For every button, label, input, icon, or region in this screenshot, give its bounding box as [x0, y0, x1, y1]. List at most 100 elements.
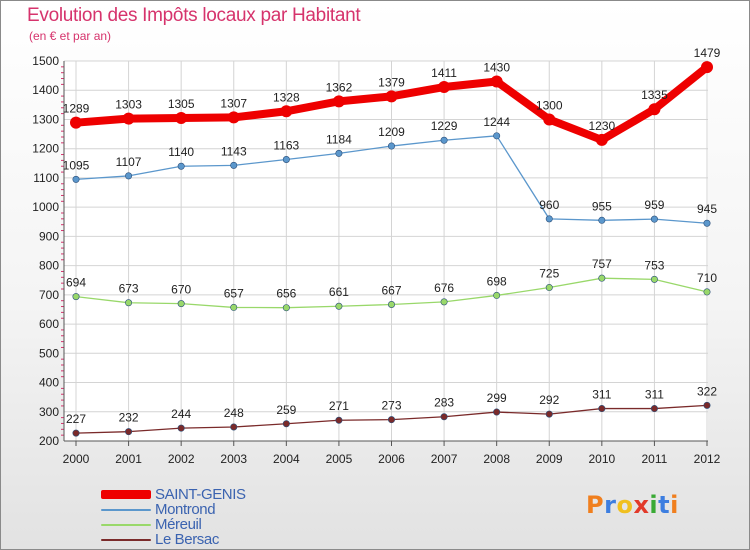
- data-point: [440, 413, 448, 421]
- data-point: [650, 275, 658, 283]
- data-label: 1107: [116, 155, 142, 169]
- data-point: [70, 116, 82, 129]
- data-point: [385, 90, 398, 103]
- data-point: [227, 111, 240, 124]
- data-label: 959: [644, 198, 664, 212]
- plot-area: [64, 61, 708, 441]
- data-point: [72, 175, 80, 183]
- data-label: 1184: [326, 132, 352, 146]
- data-point: [490, 75, 503, 88]
- logo-letter: r: [604, 491, 617, 519]
- data-point: [175, 112, 188, 124]
- data-label: 1163: [273, 139, 299, 153]
- legend-item: Méreuil: [101, 516, 246, 533]
- y-tick-label: 500: [39, 346, 59, 360]
- data-point: [598, 274, 606, 282]
- y-tick-label: 1500: [32, 54, 59, 68]
- data-label: 667: [381, 283, 401, 297]
- data-label: 232: [119, 411, 139, 425]
- legend-swatch: [101, 508, 151, 511]
- data-label: 244: [171, 407, 191, 421]
- y-tick-label: 1300: [32, 112, 59, 126]
- data-label: 1430: [483, 60, 510, 74]
- data-point: [493, 408, 501, 416]
- data-point: [72, 293, 80, 301]
- logo-letter: t: [658, 491, 671, 519]
- x-tick-label: 2007: [431, 452, 458, 466]
- y-tick-label: 1200: [32, 142, 59, 156]
- data-point: [493, 132, 501, 140]
- data-label: 311: [592, 388, 611, 402]
- data-point: [387, 416, 395, 424]
- data-label: 657: [224, 286, 244, 300]
- data-point: [230, 161, 238, 169]
- data-label: 1303: [115, 98, 142, 112]
- legend-swatch: [101, 490, 151, 499]
- series-montrond: 1095 1107 1140 1143 1163 1184 1209 1229 1244 960 9…: [63, 115, 717, 227]
- data-label: 1479: [694, 46, 721, 60]
- data-point: [703, 401, 711, 409]
- data-label: 757: [592, 257, 612, 271]
- data-point: [703, 288, 711, 296]
- data-label: 670: [171, 283, 191, 297]
- y-tick-label: 800: [39, 259, 59, 273]
- data-label: 710: [697, 271, 717, 285]
- data-point: [282, 420, 290, 428]
- data-point: [122, 112, 135, 125]
- data-point: [230, 303, 238, 311]
- y-tick-label: 300: [39, 405, 59, 419]
- data-label: 1095: [63, 158, 90, 172]
- data-label: 1143: [221, 144, 247, 158]
- data-point: [545, 284, 553, 292]
- data-label: 273: [381, 399, 401, 413]
- y-tick-label: 700: [39, 288, 59, 302]
- y-tick-label: 1400: [32, 83, 59, 97]
- legend-item: Montrond: [101, 501, 246, 518]
- data-point: [440, 298, 448, 306]
- data-point: [280, 105, 293, 118]
- data-point: [230, 423, 238, 431]
- legend-label: Le Bersac: [155, 531, 219, 548]
- y-tick-label: 400: [39, 376, 59, 390]
- x-tick-label: 2008: [483, 452, 510, 466]
- data-point: [598, 405, 606, 413]
- logo-letter: i: [649, 491, 659, 519]
- chart-title: Evolution des Impôts locaux par Habitant: [27, 5, 361, 26]
- data-label: 673: [119, 282, 139, 296]
- proxiti-logo: Proxiti: [586, 491, 679, 519]
- data-label: 259: [276, 403, 296, 417]
- data-point: [125, 428, 133, 436]
- data-label: 311: [645, 388, 664, 402]
- data-label: 227: [66, 412, 86, 426]
- data-label: 299: [487, 391, 507, 405]
- data-point: [650, 215, 658, 223]
- data-point: [282, 156, 290, 164]
- y-tick-label: 200: [39, 434, 59, 448]
- data-point: [493, 291, 501, 299]
- x-tick-label: 2011: [642, 452, 668, 466]
- data-point: [177, 300, 185, 308]
- legend-label: Montrond: [155, 501, 216, 518]
- series-saint-genis: 1289 1303 1305 1307 1328 1362 1379 1411 1430 1300…: [63, 46, 721, 146]
- legend-item: SAINT-GENIS: [101, 486, 246, 503]
- x-tick-label: 2006: [378, 452, 405, 466]
- data-point: [438, 81, 451, 94]
- series-le-bersac: 227 232 244 248 259 271 273 283 299 292 311 311 322: [66, 384, 717, 437]
- x-tick-label: 2002: [168, 452, 195, 466]
- data-point: [545, 410, 553, 418]
- data-point: [125, 172, 133, 180]
- data-label: 1300: [536, 98, 563, 112]
- data-label: 945: [697, 202, 717, 216]
- x-tick-label: 2010: [588, 452, 615, 466]
- data-point: [335, 416, 343, 424]
- data-label: 694: [66, 276, 86, 290]
- logo-letter: i: [670, 491, 679, 519]
- legend: SAINT-GENIS Montrond Méreuil Le Bersac: [101, 486, 246, 548]
- data-point: [387, 142, 395, 150]
- data-label: 1230: [588, 119, 615, 133]
- data-point: [595, 133, 608, 146]
- data-label: 676: [434, 281, 454, 295]
- data-label: 1307: [220, 96, 247, 110]
- logo-letter: x: [633, 491, 650, 519]
